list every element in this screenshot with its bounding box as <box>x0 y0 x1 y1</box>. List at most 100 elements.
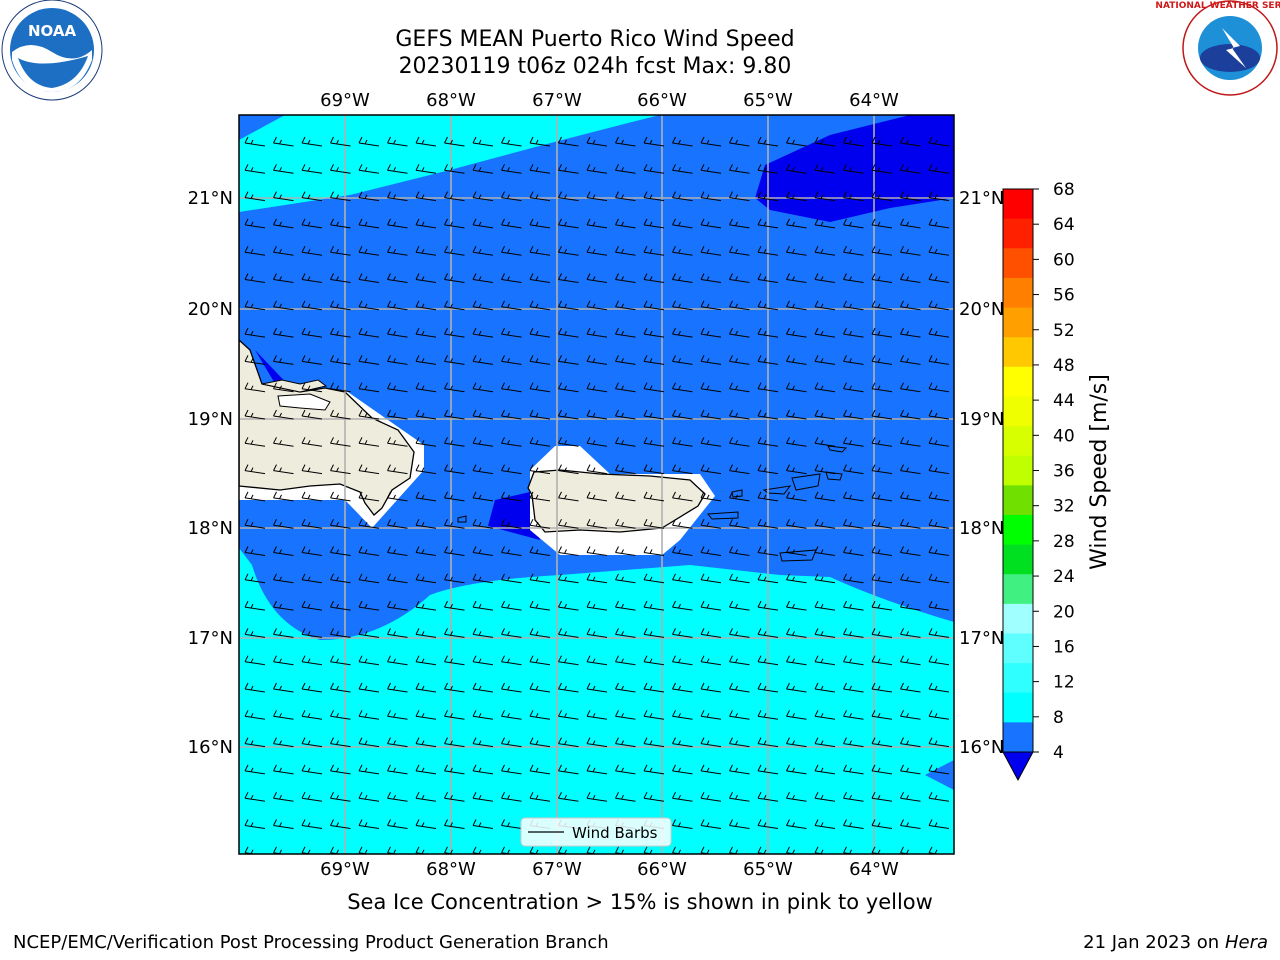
wind-barb <box>415 382 437 393</box>
wind-barb <box>729 327 750 338</box>
wind-barb <box>244 136 266 147</box>
wind-barb <box>843 491 864 502</box>
wind-barb <box>472 464 494 475</box>
wind-barb <box>330 573 351 584</box>
wind-barb <box>244 300 266 311</box>
wind-barb <box>358 628 380 638</box>
wind-barb <box>558 382 579 393</box>
wind-barb <box>757 464 779 475</box>
wind-barb <box>900 355 921 365</box>
wind-barb <box>672 682 693 693</box>
lat-label: 16°N <box>188 737 233 758</box>
wind-barb <box>672 382 693 393</box>
wind-barb <box>444 628 465 638</box>
wind-barb <box>643 355 665 365</box>
wind-barb <box>501 655 522 666</box>
wind-barb <box>615 218 636 229</box>
wind-barb <box>387 355 408 365</box>
wind-barb <box>700 546 722 556</box>
wind-barb <box>558 464 579 475</box>
wind-barb <box>928 136 950 147</box>
nws-logo: NATIONAL WEATHER SERVICE <box>1155 0 1280 96</box>
wind-barb <box>244 355 266 365</box>
wind-barb <box>444 491 465 502</box>
wind-barb <box>529 136 551 147</box>
wind-barb <box>643 764 665 775</box>
wind-barb <box>558 355 579 365</box>
wind-barb <box>444 218 465 229</box>
wind-barb <box>444 164 465 174</box>
wind-barb <box>900 491 921 502</box>
wind-barb <box>586 437 608 447</box>
wind-barb <box>700 573 722 584</box>
wind-barb <box>558 573 579 584</box>
wind-barb <box>615 655 636 666</box>
wind-barb <box>757 491 779 502</box>
wind-barb <box>729 273 750 283</box>
wind-barb <box>814 164 836 174</box>
wind-barb <box>643 273 665 283</box>
wind-barb <box>330 136 351 147</box>
wind-barb <box>358 737 380 748</box>
wind-barb <box>444 819 465 829</box>
wind-barb <box>472 737 494 748</box>
wind-barb <box>273 791 294 802</box>
nws-logo-text: NATIONAL WEATHER SERVICE <box>1155 1 1280 11</box>
colorbar-tick-label: 4 <box>1053 743 1064 763</box>
wind-barb <box>330 791 351 802</box>
wind-barb <box>501 218 522 229</box>
wind-barb <box>843 327 864 338</box>
wind-barb <box>814 273 836 283</box>
wind-barb <box>415 491 437 502</box>
wind-barb <box>900 218 921 229</box>
wind-barb <box>643 245 665 256</box>
wind-barb <box>501 546 522 556</box>
wind-barb <box>586 737 608 748</box>
wind-barb <box>700 819 722 829</box>
wind-barb <box>643 518 665 529</box>
wind-barb <box>729 628 750 638</box>
wind-barb <box>871 600 893 611</box>
wind-barb <box>387 218 408 229</box>
wind-barb <box>358 218 380 229</box>
wind-barb <box>700 437 722 447</box>
colorbar-tick-label: 20 <box>1053 602 1075 622</box>
wind-barb <box>301 191 323 202</box>
wind-barb <box>843 355 864 365</box>
wind-barb <box>301 791 323 802</box>
wind-barb <box>472 382 494 393</box>
wind-barb <box>387 546 408 556</box>
wind-barb <box>843 382 864 393</box>
wind-barb <box>387 300 408 311</box>
wind-barb <box>586 491 608 502</box>
wind-barb <box>273 573 294 584</box>
wind-barb <box>558 164 579 174</box>
wind-barb <box>586 573 608 584</box>
wind-barb <box>529 409 551 420</box>
wind-barb <box>415 518 437 529</box>
wind-barb <box>928 437 950 447</box>
wind-barb <box>643 164 665 174</box>
wind-barb <box>415 600 437 611</box>
wind-barb <box>843 437 864 447</box>
wind-barb <box>301 300 323 311</box>
wind-barb <box>786 300 807 311</box>
footer-host: Hera <box>1224 932 1268 953</box>
wind-barb <box>301 136 323 147</box>
wind-barb <box>558 655 579 666</box>
wind-barb <box>501 628 522 638</box>
wind-barb <box>444 518 465 529</box>
wind-barb <box>415 819 437 829</box>
wind-barb <box>814 655 836 666</box>
lat-label: 18°N <box>188 518 233 539</box>
wind-barb <box>814 518 836 529</box>
lat-labels-left: 21°N 20°N 19°N 18°N 17°N 16°N <box>188 188 233 758</box>
wind-barb <box>871 273 893 283</box>
wind-barb <box>558 300 579 311</box>
wind-barb <box>415 136 437 147</box>
wind-barb <box>814 437 836 447</box>
wind-barb <box>501 600 522 611</box>
wind-barb <box>900 764 921 775</box>
wind-barb <box>444 573 465 584</box>
